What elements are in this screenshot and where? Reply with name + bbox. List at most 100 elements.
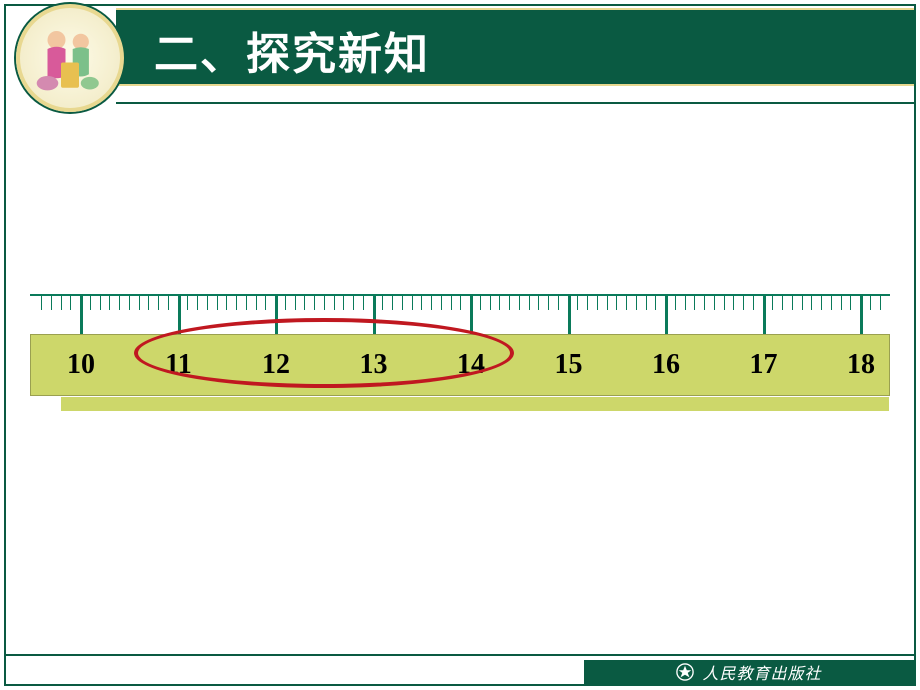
minor-tick <box>616 296 617 310</box>
minor-tick <box>714 296 715 310</box>
header: 二、探究新知 <box>6 6 914 106</box>
minor-tick <box>587 296 588 310</box>
minor-tick <box>363 296 364 310</box>
ruler-number: 17 <box>750 349 778 381</box>
major-tick <box>665 296 668 334</box>
footer-line <box>6 654 914 656</box>
minor-tick <box>548 296 549 310</box>
major-tick <box>80 296 83 334</box>
minor-tick <box>139 296 140 310</box>
minor-tick <box>782 296 783 310</box>
minor-tick <box>529 296 530 310</box>
minor-tick <box>880 296 881 310</box>
publisher-name: 人民教育出版社 <box>702 660 821 684</box>
minor-tick <box>61 296 62 310</box>
minor-tick <box>412 296 413 310</box>
minor-tick <box>821 296 822 310</box>
minor-tick <box>870 296 871 310</box>
minor-tick <box>792 296 793 310</box>
minor-tick <box>577 296 578 310</box>
minor-tick <box>51 296 52 310</box>
minor-tick <box>811 296 812 310</box>
minor-tick <box>304 296 305 310</box>
minor-tick <box>694 296 695 310</box>
publisher-logo-icon <box>676 663 694 681</box>
major-tick <box>470 296 473 334</box>
logo-badge <box>16 4 124 112</box>
ruler-ticks <box>30 294 890 334</box>
minor-tick <box>499 296 500 310</box>
minor-tick <box>314 296 315 310</box>
minor-tick <box>236 296 237 310</box>
ruler-number: 18 <box>847 349 875 381</box>
minor-tick <box>207 296 208 310</box>
ruler-label-band: 101112131415161718 <box>30 334 890 396</box>
minor-tick <box>334 296 335 310</box>
major-tick <box>178 296 181 334</box>
slide-title: 二、探究新知 <box>154 18 430 82</box>
major-tick <box>860 296 863 334</box>
footer: 人民教育出版社 <box>6 654 914 684</box>
minor-tick <box>41 296 42 310</box>
minor-tick <box>158 296 159 310</box>
minor-tick <box>480 296 481 310</box>
minor-tick <box>538 296 539 310</box>
ruler-number: 15 <box>555 349 583 381</box>
children-illustration-icon <box>20 8 120 108</box>
minor-tick <box>382 296 383 310</box>
minor-tick <box>802 296 803 310</box>
minor-tick <box>753 296 754 310</box>
minor-tick <box>675 296 676 310</box>
minor-tick <box>597 296 598 310</box>
minor-tick <box>168 296 169 310</box>
minor-tick <box>490 296 491 310</box>
ruler-number: 12 <box>262 349 290 381</box>
minor-tick <box>392 296 393 310</box>
ruler-number: 13 <box>360 349 388 381</box>
ruler-diagram: 101112131415161718 <box>30 294 890 414</box>
minor-tick <box>850 296 851 310</box>
minor-tick <box>100 296 101 310</box>
minor-tick <box>226 296 227 310</box>
minor-tick <box>626 296 627 310</box>
minor-tick <box>148 296 149 310</box>
ruler-number: 11 <box>165 349 191 381</box>
minor-tick <box>265 296 266 310</box>
ruler-number: 14 <box>457 349 485 381</box>
minor-tick <box>704 296 705 310</box>
minor-tick <box>646 296 647 310</box>
minor-tick <box>636 296 637 310</box>
minor-tick <box>460 296 461 310</box>
minor-tick <box>607 296 608 310</box>
minor-tick <box>246 296 247 310</box>
minor-tick <box>197 296 198 310</box>
minor-tick <box>831 296 832 310</box>
minor-tick <box>733 296 734 310</box>
minor-tick <box>655 296 656 310</box>
minor-tick <box>109 296 110 310</box>
publisher-bar: 人民教育出版社 <box>584 660 914 684</box>
minor-tick <box>217 296 218 310</box>
minor-tick <box>558 296 559 310</box>
minor-tick <box>724 296 725 310</box>
minor-tick <box>353 296 354 310</box>
major-tick <box>275 296 278 334</box>
minor-tick <box>119 296 120 310</box>
minor-tick <box>187 296 188 310</box>
minor-tick <box>772 296 773 310</box>
major-tick <box>373 296 376 334</box>
minor-tick <box>431 296 432 310</box>
major-tick <box>763 296 766 334</box>
minor-tick <box>90 296 91 310</box>
minor-tick <box>70 296 71 310</box>
minor-tick <box>441 296 442 310</box>
minor-tick <box>841 296 842 310</box>
band-shadow <box>61 397 889 411</box>
minor-tick <box>343 296 344 310</box>
minor-tick <box>256 296 257 310</box>
minor-tick <box>421 296 422 310</box>
major-tick <box>568 296 571 334</box>
minor-tick <box>129 296 130 310</box>
minor-tick <box>743 296 744 310</box>
minor-tick <box>295 296 296 310</box>
